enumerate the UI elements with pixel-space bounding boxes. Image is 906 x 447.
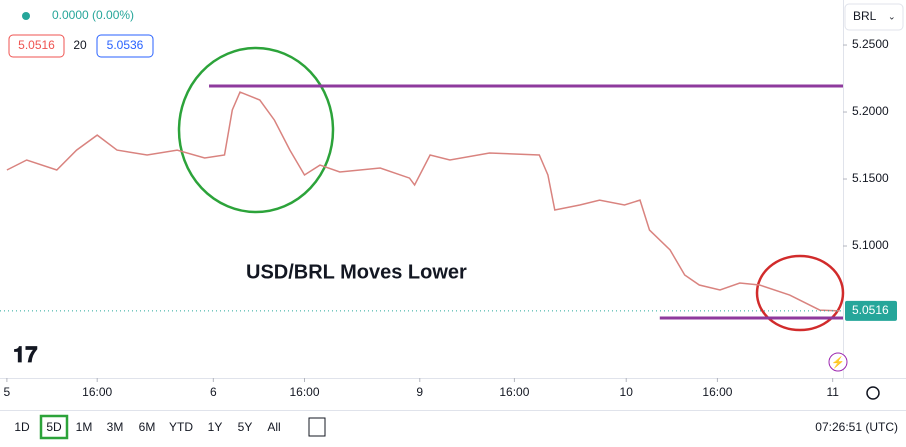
timeframe-button[interactable]: 1M (76, 420, 93, 434)
price-line (6, 91, 840, 312)
timeframe-button[interactable]: 3M (107, 420, 124, 434)
x-tick-label: 9 (416, 385, 423, 399)
last-price-box (845, 300, 897, 321)
highlight-circle (177, 46, 335, 214)
timeframe-bar: 1D 5D 1M 3M 6M YTD 1Y 5Y All (14, 414, 281, 440)
timeframe-button[interactable]: 1D (14, 420, 30, 434)
x-tick-label: 11 (826, 385, 839, 399)
annotation: USD/BRL Moves Lower (246, 261, 467, 283)
bid-price[interactable]: 5.0516 (18, 38, 55, 52)
spread: 20 (73, 38, 87, 52)
timeframe-button[interactable]: 1Y (208, 420, 223, 434)
clock: 07:26:51 (UTC) (815, 420, 898, 434)
currency-box[interactable] (844, 3, 904, 31)
y-tick-label: 5.1500 (852, 171, 889, 185)
x-tick-label: 16:00 (82, 385, 112, 399)
currency[interactable]: BRL (853, 9, 877, 23)
timeframe-button[interactable]: 5Y (238, 420, 253, 434)
status-dot (22, 12, 30, 20)
timeframe-button[interactable]: All (267, 420, 280, 434)
alert-icon-glyph[interactable]: ⚡ (831, 356, 845, 369)
timeframe-button[interactable]: 6M (139, 420, 156, 434)
x-tick-label: 16:00 (499, 385, 529, 399)
currency-caret[interactable]: ⌄ (888, 11, 896, 21)
logo[interactable]: 𝟏𝟕 (13, 342, 38, 367)
y-tick-label: 5.2000 (852, 104, 889, 118)
y-tick-label: 5.1000 (852, 238, 889, 252)
alert-icon[interactable] (828, 352, 848, 372)
symbol-change: 0.0000 (0.00%) (52, 8, 134, 22)
x-tick-label: 6 (210, 385, 217, 399)
x-tick-label: 16:00 (289, 385, 319, 399)
date-range-icon[interactable] (308, 417, 326, 437)
timeframe-button[interactable]: 5D (46, 420, 62, 434)
y-tick-label: 5.2500 (852, 37, 889, 51)
x-tick-label: 10 (620, 385, 634, 399)
last-price-label: 5.0516 (852, 303, 889, 317)
active-timeframe-box (39, 414, 69, 440)
ask-box[interactable] (96, 34, 154, 58)
highlight-circle (755, 254, 845, 332)
settings-icon[interactable] (866, 386, 880, 400)
ask-price[interactable]: 5.0536 (107, 38, 144, 52)
x-tick-label: 5 (4, 385, 11, 399)
bid-box[interactable] (8, 34, 65, 58)
timeframe-button[interactable]: YTD (169, 420, 193, 434)
x-tick-label: 16:00 (702, 385, 732, 399)
